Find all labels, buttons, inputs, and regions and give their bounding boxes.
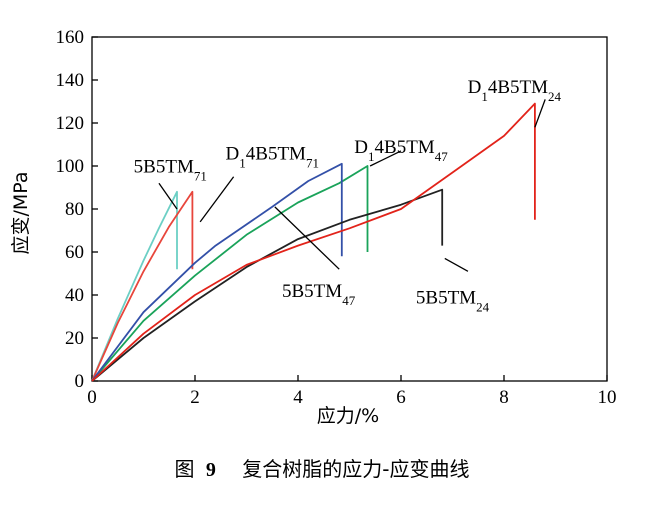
x-tick-label: 8 [499,387,509,408]
figure-caption: 图 9 复合树脂的应力-应变曲线 [175,457,470,481]
series-label-5b5tm71-leader [158,182,178,210]
series-label-5b5tm24: 5B5TM24 [416,288,490,315]
series-label-5b5tm47: 5B5TM47 [282,281,356,308]
x-tick-label: 2 [190,387,200,408]
y-tick-label: 0 [75,371,85,392]
figure-caption-text: 复合树脂的应力-应变曲线 [242,457,469,481]
series-annotations: 5B5TM71 D14B5TM71 D14B5TM47 D14B5TM24 5B5TM4… [134,77,562,314]
y-tick-label: 60 [65,242,84,263]
series-lines [91,102,536,382]
series-line-d14b5tm71 [91,190,194,382]
y-tick-label: 100 [56,156,85,177]
x-axis-label: 应力/% [317,405,379,427]
series-label-d14b5tm24: D14B5TM24 [468,77,562,104]
y-tick-label: 80 [65,199,84,220]
y-tick-label: 40 [65,285,84,306]
series-label-d14b5tm47: D14B5TM47 [354,137,448,164]
figure-caption-label: 图 [175,457,195,481]
series-label-d14b5tm24-leader [534,99,546,128]
series-line-d14b5tm47 [91,165,369,382]
series-line-5b5tm71 [91,190,178,382]
series-label-d14b5tm71-leader [199,176,235,223]
series-line-d14b5tm24 [91,102,536,382]
series-label-5b5tm47-leader [274,206,340,270]
series-label-5b5tm24-leader [444,257,469,272]
series-line-5b5tm24 [91,188,444,382]
figure-caption-number: 9 [206,459,216,481]
y-axis-label: 应变/MPa [10,171,32,254]
y-tick-label: 20 [65,328,84,349]
x-tick-label: 10 [598,387,617,408]
y-tick-label: 120 [56,113,85,134]
series-label-d14b5tm71: D14B5TM71 [226,144,319,171]
y-tick-label: 160 [56,27,85,48]
series-line-5b5tm47 [91,162,343,382]
y-tick-label: 140 [56,70,85,91]
x-tick-label: 0 [87,387,97,408]
x-tick-label: 6 [396,387,406,408]
series-label-5b5tm71: 5B5TM71 [134,156,207,183]
series-label-d14b5tm47-leader [369,150,402,167]
x-tick-label: 4 [293,387,303,408]
